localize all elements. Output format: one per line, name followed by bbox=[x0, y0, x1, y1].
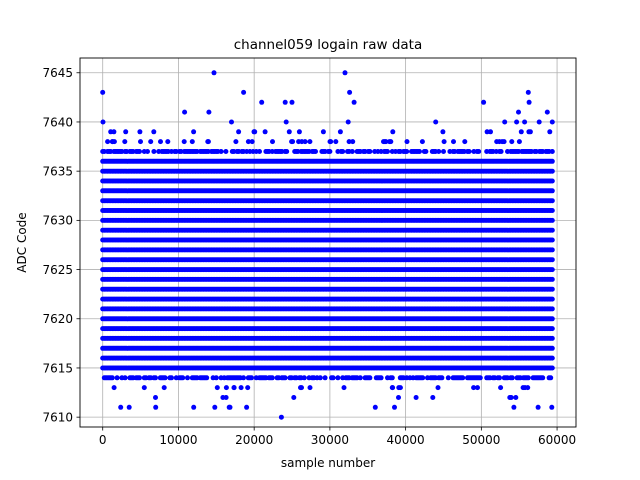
data-point bbox=[549, 335, 555, 341]
data-point bbox=[549, 208, 555, 213]
data-point bbox=[213, 375, 219, 381]
data-point bbox=[269, 375, 275, 381]
data-point bbox=[549, 247, 555, 253]
data-point bbox=[357, 375, 363, 381]
data-point bbox=[439, 375, 445, 381]
data-point bbox=[282, 375, 288, 381]
data-point bbox=[549, 257, 555, 263]
data-point bbox=[169, 375, 174, 381]
data-point bbox=[497, 375, 502, 381]
data-point bbox=[122, 375, 128, 381]
data-point bbox=[137, 375, 142, 381]
data-point bbox=[549, 326, 555, 332]
data-point bbox=[322, 375, 328, 381]
data-point bbox=[549, 267, 555, 273]
data-point bbox=[549, 276, 555, 282]
data-point bbox=[330, 375, 336, 381]
data-point bbox=[114, 375, 120, 381]
data-point bbox=[109, 375, 115, 381]
data-point bbox=[162, 375, 168, 381]
data-point bbox=[241, 375, 246, 381]
data-point bbox=[509, 375, 515, 381]
data-point bbox=[549, 365, 555, 371]
data-point bbox=[549, 227, 555, 233]
data-point bbox=[249, 375, 254, 381]
data-point bbox=[549, 286, 555, 292]
data-point bbox=[548, 375, 554, 381]
data-point bbox=[301, 375, 307, 381]
data-point bbox=[549, 296, 555, 302]
data-point bbox=[540, 375, 546, 381]
data-point bbox=[420, 375, 426, 381]
data-point bbox=[153, 375, 158, 381]
data-point bbox=[445, 375, 451, 381]
data-point bbox=[367, 375, 373, 381]
data-point bbox=[180, 375, 186, 381]
data-point bbox=[477, 375, 483, 381]
data-point bbox=[389, 375, 395, 381]
data-point bbox=[185, 375, 190, 381]
data-point bbox=[378, 375, 384, 381]
data-point bbox=[317, 375, 323, 381]
data-point bbox=[335, 375, 341, 381]
data-point bbox=[460, 375, 466, 381]
data-points bbox=[100, 70, 555, 420]
data-point bbox=[549, 355, 555, 361]
data-point bbox=[549, 217, 555, 223]
data-point bbox=[549, 345, 555, 351]
data-point bbox=[549, 316, 555, 322]
data-point bbox=[549, 237, 555, 243]
data-point bbox=[525, 375, 531, 381]
data-point bbox=[549, 306, 555, 312]
data-point bbox=[204, 375, 210, 381]
